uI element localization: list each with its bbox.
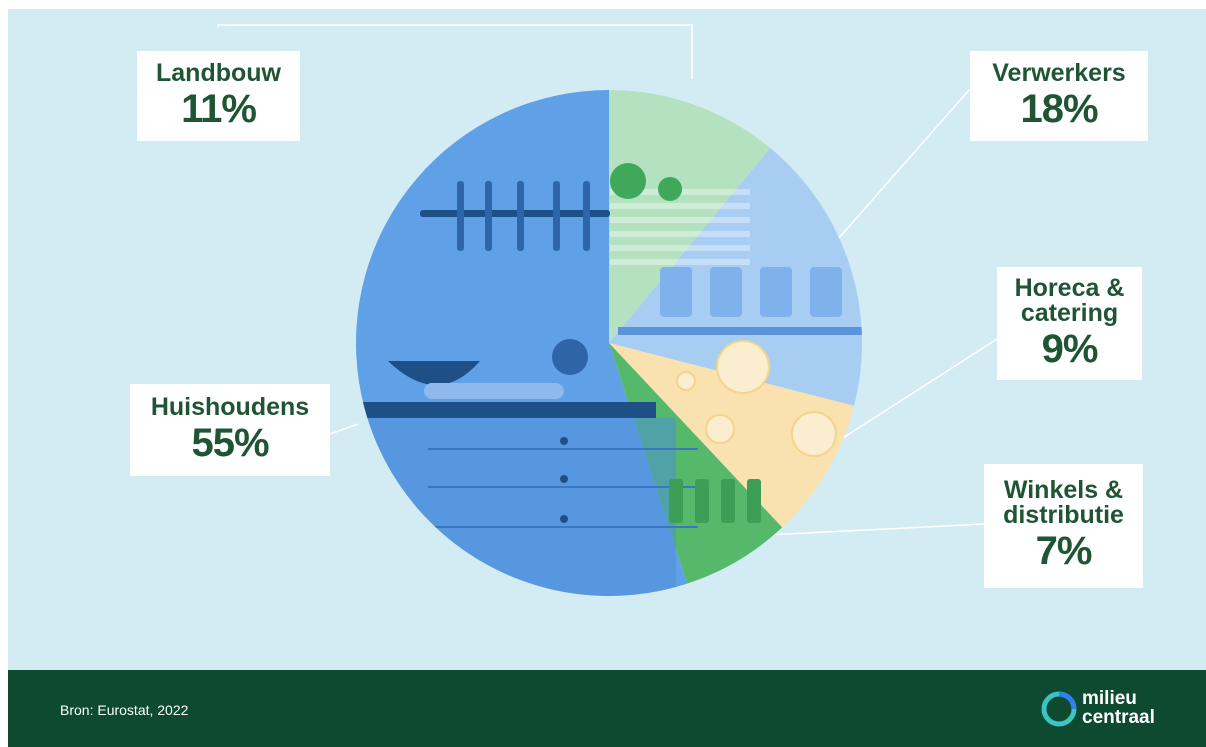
field-stripe-3 (610, 231, 750, 237)
label-winkels-value: 7% (1035, 529, 1093, 573)
bread-icon (424, 383, 564, 399)
field-stripe-5 (610, 259, 750, 265)
tractor-wheel-icon (610, 163, 646, 199)
bottle-icon-3 (747, 479, 761, 523)
leader-line-verwerkers (837, 88, 971, 240)
logo-text: milieu centraal (1082, 689, 1155, 727)
salad-bowl-icon (388, 361, 480, 385)
logo-line-2: centraal (1082, 707, 1155, 728)
pie-chart (217, 24, 998, 596)
kitchen-counter (356, 402, 656, 418)
utensil-4 (583, 181, 590, 251)
label-horeca-value: 9% (1041, 326, 1099, 371)
label-verwerkers: Verwerkers 18% (970, 51, 1148, 141)
logo-line-1: milieu (1082, 688, 1137, 709)
field-stripe-4 (610, 245, 750, 251)
can-icon-1 (710, 267, 742, 317)
conveyor-belt (618, 327, 862, 335)
leader-line-huishoudens (329, 423, 359, 435)
label-horeca-name-2: catering (1020, 298, 1119, 327)
label-landbouw: Landbouw 11% (137, 51, 300, 141)
drawer-knob-0 (560, 437, 568, 445)
leader-line-horeca (817, 338, 998, 455)
utensil-3 (553, 181, 560, 251)
footer: Bron: Eurostat, 2022 milieu centraal (8, 670, 1206, 747)
source-text: Bron: Eurostat, 2022 (60, 702, 189, 718)
label-verwerkers-name: Verwerkers (992, 58, 1126, 87)
sun-icon (640, 90, 660, 93)
utensil-0 (457, 181, 464, 251)
label-winkels-name-2: distributie (1003, 501, 1124, 529)
label-verwerkers-value: 18% (1020, 86, 1098, 131)
utensil-2 (517, 181, 524, 251)
label-horeca-name-1: Horeca & (1014, 273, 1125, 302)
leader-line-landbouw (217, 24, 693, 79)
label-landbouw-name: Landbouw (156, 58, 281, 87)
field-stripe-2 (610, 217, 750, 223)
plate-icon-0 (716, 340, 770, 394)
bottle-icon-1 (695, 479, 709, 523)
drawer-knob-2 (560, 515, 568, 523)
label-landbouw-value: 11% (181, 86, 257, 131)
label-winkels-name-1: Winkels & (1003, 476, 1124, 504)
label-winkels: Winkels & distributie 7% (984, 464, 1143, 588)
utensil-rail (420, 210, 610, 217)
bottle-icon-2 (721, 479, 735, 523)
label-huishoudens-value: 55% (191, 420, 269, 465)
can-icon-0 (660, 267, 692, 317)
pie-slice-landbouw (609, 90, 771, 343)
milieu-centraal-logo: milieu centraal (1040, 688, 1180, 733)
plate-icon-2 (705, 414, 735, 444)
drawer-knob-1 (560, 475, 568, 483)
bottle-icon-0 (669, 479, 683, 523)
can-icon-2 (760, 267, 792, 317)
broccoli-icon (552, 339, 588, 375)
label-horeca: Horeca & catering 9% (997, 267, 1142, 380)
infographic-canvas: Landbouw 11% Verwerkers 18% Horeca & cat… (8, 9, 1206, 670)
kitchen-drawers (356, 418, 676, 596)
label-huishoudens-name: Huishoudens (150, 392, 310, 421)
field-stripe-1 (610, 203, 750, 209)
tractor-wheel-small-icon (658, 177, 682, 201)
utensil-1 (485, 181, 492, 251)
can-icon-3 (810, 267, 842, 317)
plate-icon-3 (676, 371, 696, 391)
logo-ring-icon (1041, 691, 1077, 727)
plate-icon-1 (791, 411, 837, 457)
label-huishoudens: Huishoudens 55% (130, 384, 330, 476)
